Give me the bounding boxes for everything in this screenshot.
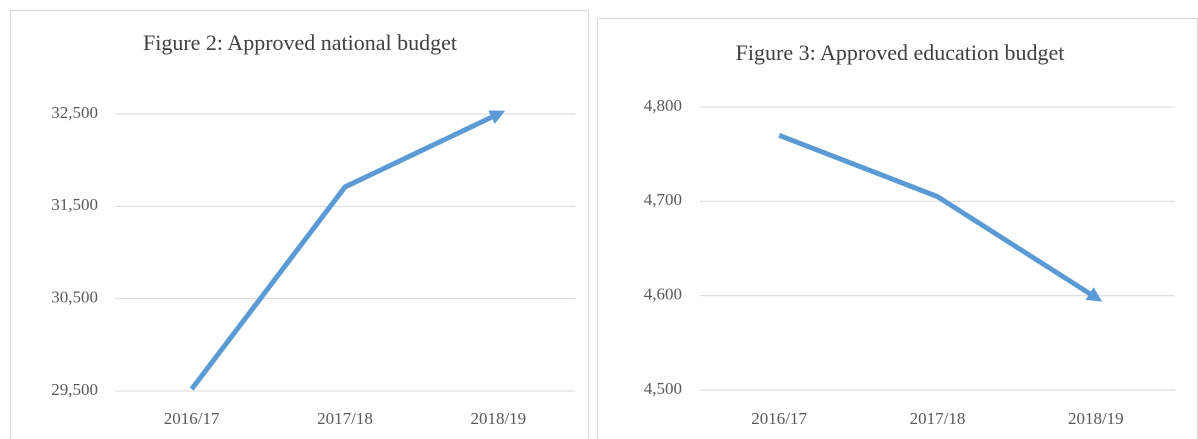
y-tick-label: 4,800	[644, 96, 682, 115]
y-tick-label: 4,700	[644, 190, 682, 209]
y-tick-label: 30,500	[51, 288, 98, 307]
x-tick-label: 2018/19	[470, 409, 526, 428]
data-line	[189, 110, 506, 391]
x-tick-label: 2017/18	[317, 409, 373, 428]
y-tick-label: 29,500	[51, 380, 98, 399]
x-tick-label: 2018/19	[1068, 409, 1124, 428]
chart-title: Figure 2: Approved national budget	[143, 30, 457, 55]
x-tick-label: 2016/17	[164, 409, 220, 428]
y-tick-label: 31,500	[51, 195, 98, 214]
chart-title: Figure 3: Approved education budget	[736, 40, 1065, 65]
panel-border	[10, 10, 589, 439]
x-tick-label: 2016/17	[751, 409, 807, 428]
y-tick-label: 4,600	[644, 285, 682, 304]
panel-border	[597, 18, 1198, 439]
y-tick-label: 4,500	[644, 379, 682, 398]
data-line	[778, 132, 1103, 302]
x-tick-label: 2017/18	[910, 409, 966, 428]
y-tick-label: 32,500	[51, 103, 98, 122]
